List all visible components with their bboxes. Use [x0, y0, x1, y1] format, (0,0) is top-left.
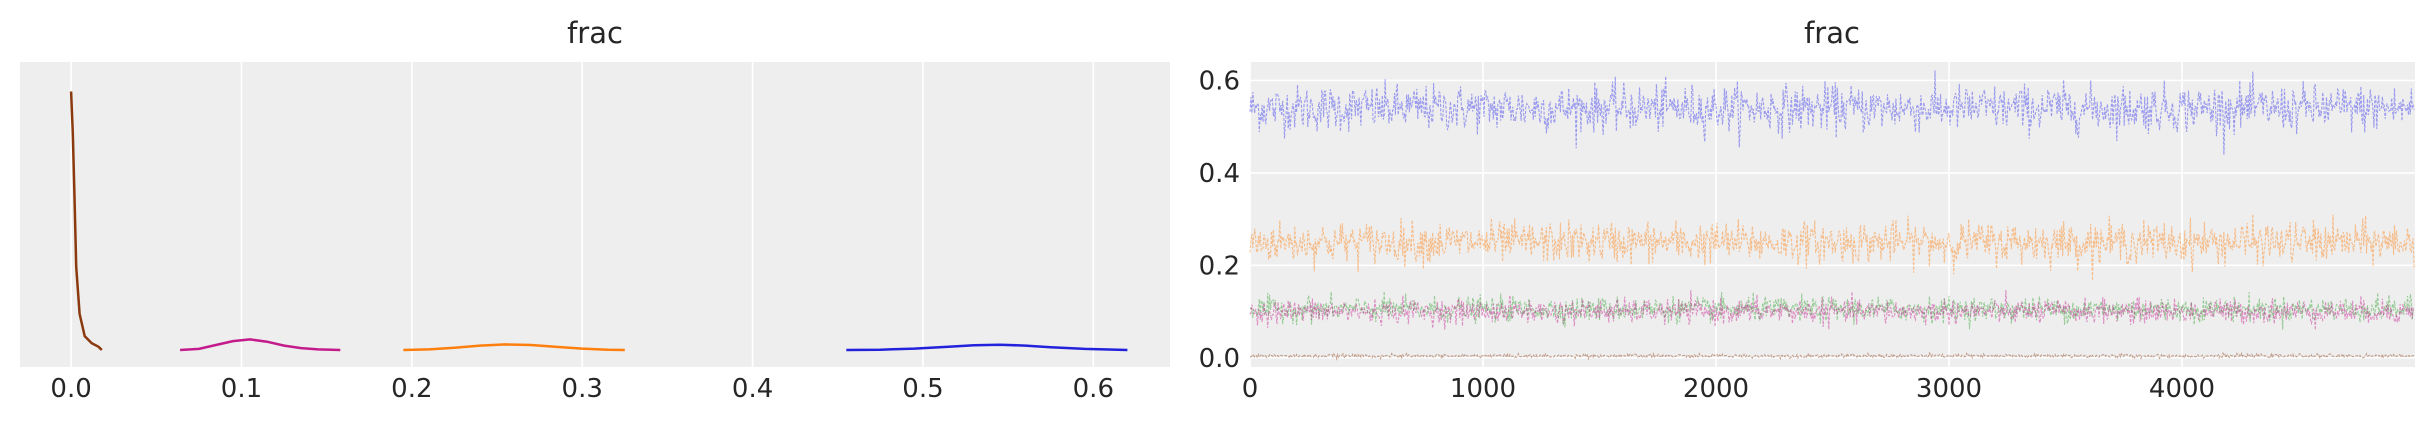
density-x-tick-label: 0.5 [902, 374, 943, 404]
trace-x-tick-label: 3000 [1916, 374, 1982, 404]
trace-panel-title: frac [1804, 16, 1860, 50]
density-plot-area [20, 62, 1170, 367]
density-curve [69, 91, 103, 351]
trace-line [1249, 351, 2415, 361]
trace-line [1249, 291, 2415, 330]
trace-plot-area [1250, 62, 2415, 367]
trace-x-tick-labels: 0 1000 2000 3000 4000 [1242, 374, 2215, 404]
density-series [69, 91, 1128, 352]
trace-line [1249, 289, 2415, 331]
density-panel: 0.0 0.1 0.2 0.3 0.4 0.5 0.6 frac [20, 16, 1170, 404]
density-x-tick-labels: 0.0 0.1 0.2 0.3 0.4 0.5 0.6 [50, 374, 1114, 404]
trace-series [1249, 70, 2415, 361]
trace-y-tick-label: 0.2 [1199, 251, 1240, 281]
trace-x-tick-label: 2000 [1683, 374, 1749, 404]
density-grid [70, 62, 1095, 367]
density-x-tick-label: 0.1 [221, 374, 262, 404]
density-curve [403, 343, 625, 352]
density-curve [180, 338, 341, 352]
trace-panel: 0 1000 2000 3000 4000 0.0 0.2 0.4 0.6 frac [1199, 16, 2415, 404]
trace-y-tick-labels: 0.0 0.2 0.4 0.6 [1199, 66, 1240, 373]
trace-line [1249, 70, 2415, 155]
trace-y-tick-label: 0.6 [1199, 66, 1240, 96]
density-x-tick-label: 0.0 [50, 374, 91, 404]
density-curve [846, 343, 1128, 352]
trace-grid [1249, 62, 2415, 367]
trace-x-tick-label: 4000 [2149, 374, 2215, 404]
density-x-tick-label: 0.3 [562, 374, 603, 404]
trace-y-tick-label: 0.0 [1199, 344, 1240, 374]
density-x-tick-label: 0.6 [1073, 374, 1114, 404]
trace-x-tick-label: 0 [1242, 374, 1259, 404]
density-x-tick-label: 0.2 [391, 374, 432, 404]
trace-y-tick-label: 0.4 [1199, 159, 1240, 189]
trace-x-tick-label: 1000 [1450, 374, 1516, 404]
trace-line [1249, 214, 2415, 281]
density-x-tick-label: 0.4 [732, 374, 773, 404]
density-panel-title: frac [567, 16, 623, 50]
